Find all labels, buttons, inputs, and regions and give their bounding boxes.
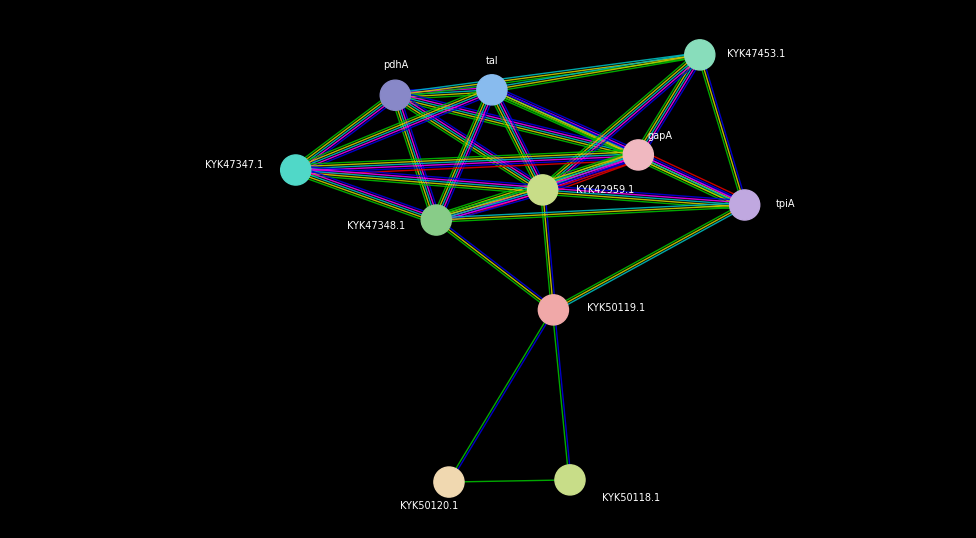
Ellipse shape xyxy=(528,175,557,205)
Text: KYK50118.1: KYK50118.1 xyxy=(602,493,661,502)
Ellipse shape xyxy=(624,140,653,170)
Text: gapA: gapA xyxy=(647,131,672,140)
Text: tpiA: tpiA xyxy=(776,199,795,209)
Text: tal: tal xyxy=(486,55,498,66)
Ellipse shape xyxy=(730,190,759,220)
Ellipse shape xyxy=(381,80,410,110)
Text: pdhA: pdhA xyxy=(383,60,408,70)
Text: KYK42959.1: KYK42959.1 xyxy=(576,185,634,195)
Ellipse shape xyxy=(281,155,310,185)
Text: KYK50120.1: KYK50120.1 xyxy=(400,501,459,512)
Ellipse shape xyxy=(422,205,451,235)
Text: KYK50119.1: KYK50119.1 xyxy=(587,303,645,313)
Ellipse shape xyxy=(555,465,585,495)
Text: KYK47453.1: KYK47453.1 xyxy=(727,49,786,59)
Text: KYK47347.1: KYK47347.1 xyxy=(205,160,264,170)
Ellipse shape xyxy=(539,295,568,325)
Text: KYK47348.1: KYK47348.1 xyxy=(346,221,405,231)
Ellipse shape xyxy=(434,467,464,497)
Ellipse shape xyxy=(685,40,714,70)
Ellipse shape xyxy=(477,75,507,105)
